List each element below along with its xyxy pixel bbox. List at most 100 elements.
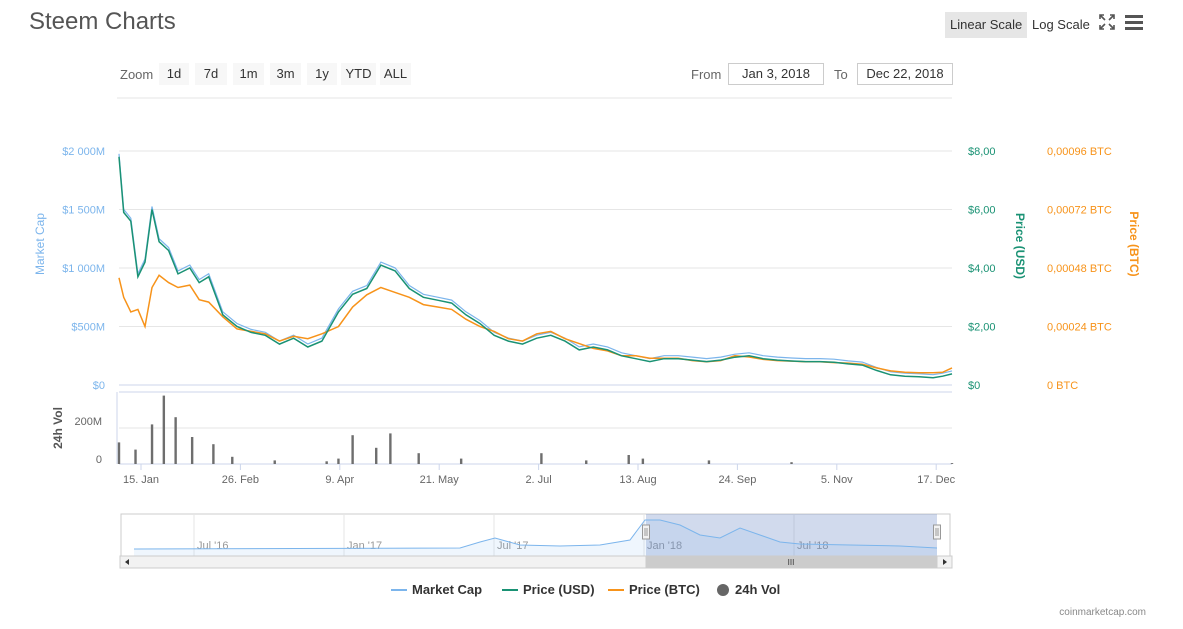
zoom-button-ytd[interactable]: YTD: [341, 63, 376, 85]
market-cap-axis-title: Market Cap: [33, 213, 47, 275]
legend-line-icon: [608, 588, 624, 591]
price-btc-tick-label: 0,00072 BTC: [1047, 205, 1112, 217]
navigator-series-line: [133, 519, 938, 550]
market-cap-tick-label: $1 500M: [62, 205, 105, 217]
price-btc-tick-label: 0,00048 BTC: [1047, 263, 1112, 275]
handle-body: [642, 524, 650, 540]
volume-bar: [790, 462, 793, 464]
price-usd-tick-label: $0: [968, 380, 980, 392]
navigator-date-label: Jul '18: [797, 540, 828, 552]
price-btc-tick-label: 0,00096 BTC: [1047, 146, 1112, 158]
volume-bar: [459, 458, 463, 464]
range-to-label: To: [834, 67, 848, 82]
market-cap-tick-label: $2 000M: [62, 146, 105, 158]
scrollbar-grip-icon: III: [788, 558, 795, 567]
price-usd-tick-label: $6,00: [968, 205, 996, 217]
volume-panel: 200M 0 24h Vol: [51, 391, 952, 466]
volume-bar: [641, 458, 645, 464]
chart-grid: [119, 150, 952, 386]
volume-bar: [150, 424, 154, 464]
x-tick-label: 5. Nov: [821, 474, 853, 486]
price-btc-axis-title: Price (BTC): [1127, 211, 1141, 276]
zoom-button-1y[interactable]: 1y: [307, 63, 337, 85]
volume-tick-label: 0: [96, 454, 102, 466]
navigator-selection-mask: [646, 514, 937, 556]
price-usd-series-line: [118, 156, 953, 379]
legend-item-price-btc[interactable]: Price (BTC): [608, 582, 700, 597]
market-cap-series-line: [118, 153, 953, 376]
series-layer: [117, 153, 954, 464]
volume-bar: [212, 444, 215, 464]
x-tick-label: 24. Sep: [718, 474, 756, 486]
zoom-button-1d[interactable]: 1d: [159, 63, 189, 85]
volume-bar: [707, 460, 711, 464]
x-tick-label: 15. Jan: [123, 474, 159, 486]
volume-bar: [117, 442, 121, 464]
x-tick-label: 9. Apr: [325, 474, 354, 486]
legend-label: Price (BTC): [629, 582, 700, 597]
axes-layer: $0 $0 0 BTC $500M $2,00 0,00024 BTC $1 000M $4,…: [33, 146, 1141, 486]
legend-label: 24h Vol: [735, 582, 781, 597]
legend-line-icon: [391, 588, 407, 591]
price-usd-tick-label: $8,00: [968, 146, 996, 158]
volume-axis-title: 24h Vol: [51, 407, 65, 449]
scroll-right-arrow-icon[interactable]: [943, 559, 947, 565]
price-btc-tick-label: 0,00024 BTC: [1047, 322, 1112, 334]
navigator-date-label: Jul '17: [497, 540, 528, 552]
legend-item-price-usd[interactable]: Price (USD): [502, 582, 595, 597]
volume-bar: [950, 463, 954, 464]
chart-legend: Market Cap Price (USD) Price (BTC) 24h V…: [0, 582, 1183, 602]
market-cap-tick-label: $500M: [71, 322, 105, 334]
volume-bar: [585, 460, 588, 464]
x-tick-label: 13. Aug: [619, 474, 656, 486]
volume-bar: [417, 453, 420, 464]
volume-bar: [325, 461, 328, 464]
linear-scale-button[interactable]: Linear Scale: [945, 12, 1028, 38]
volume-bar: [627, 455, 630, 464]
scrollbar-thumb[interactable]: [645, 555, 938, 569]
legend-line-icon: [502, 588, 518, 591]
volume-bar: [337, 458, 340, 464]
navigator-handle[interactable]: [642, 524, 650, 540]
volume-bar: [162, 395, 166, 464]
legend-dot-icon: [717, 583, 729, 596]
range-to-input[interactable]: [857, 63, 953, 85]
zoom-label: Zoom: [120, 67, 154, 82]
price-btc-tick-label: 0 BTC: [1047, 380, 1078, 392]
zoom-button-all[interactable]: ALL: [380, 63, 411, 85]
volume-bar: [351, 435, 354, 464]
price-usd-axis-title: Price (USD): [1013, 213, 1027, 279]
navigator-handle[interactable]: [933, 524, 941, 540]
volume-tick-label: 200M: [74, 416, 102, 428]
legend-item-24h-vol[interactable]: 24h Vol: [717, 582, 780, 597]
x-tick-label: 17. Dec: [917, 474, 955, 486]
volume-bar: [375, 447, 378, 464]
handle-body: [933, 524, 941, 540]
expand-icon[interactable]: [1099, 14, 1115, 35]
price-usd-tick-label: $2,00: [968, 322, 996, 334]
price-btc-series-line: [118, 274, 953, 374]
log-scale-button[interactable]: Log Scale: [1032, 17, 1090, 32]
navigator-date-label: Jan '18: [647, 540, 682, 552]
volume-bar: [134, 449, 137, 464]
volume-bar: [231, 456, 234, 464]
volume-bar: [389, 433, 392, 464]
navigator-area: [134, 520, 937, 556]
market-cap-tick-label: $1 000M: [62, 263, 105, 275]
hamburger-menu-icon[interactable]: [1125, 14, 1143, 35]
zoom-button-3m[interactable]: 3m: [270, 63, 301, 85]
scroll-left-arrow-icon[interactable]: [125, 559, 129, 565]
credits-link[interactable]: coinmarketcap.com: [1059, 607, 1146, 618]
volume-bar: [540, 453, 543, 464]
market-cap-tick-label: $0: [93, 380, 105, 392]
price-chart[interactable]: 200M 0 24h Vol $0 $0 0 BTC $500M $2,00 0,00024 …: [0, 0, 1183, 580]
volume-bar: [190, 437, 194, 464]
range-from-input[interactable]: [728, 63, 824, 85]
volume-bar: [174, 417, 177, 464]
legend-item-market-cap[interactable]: Market Cap: [391, 582, 482, 597]
zoom-button-1m[interactable]: 1m: [233, 63, 264, 85]
zoom-button-7d[interactable]: 7d: [195, 63, 227, 85]
legend-label: Market Cap: [412, 582, 483, 597]
x-tick-label: 2. Jul: [525, 474, 551, 486]
